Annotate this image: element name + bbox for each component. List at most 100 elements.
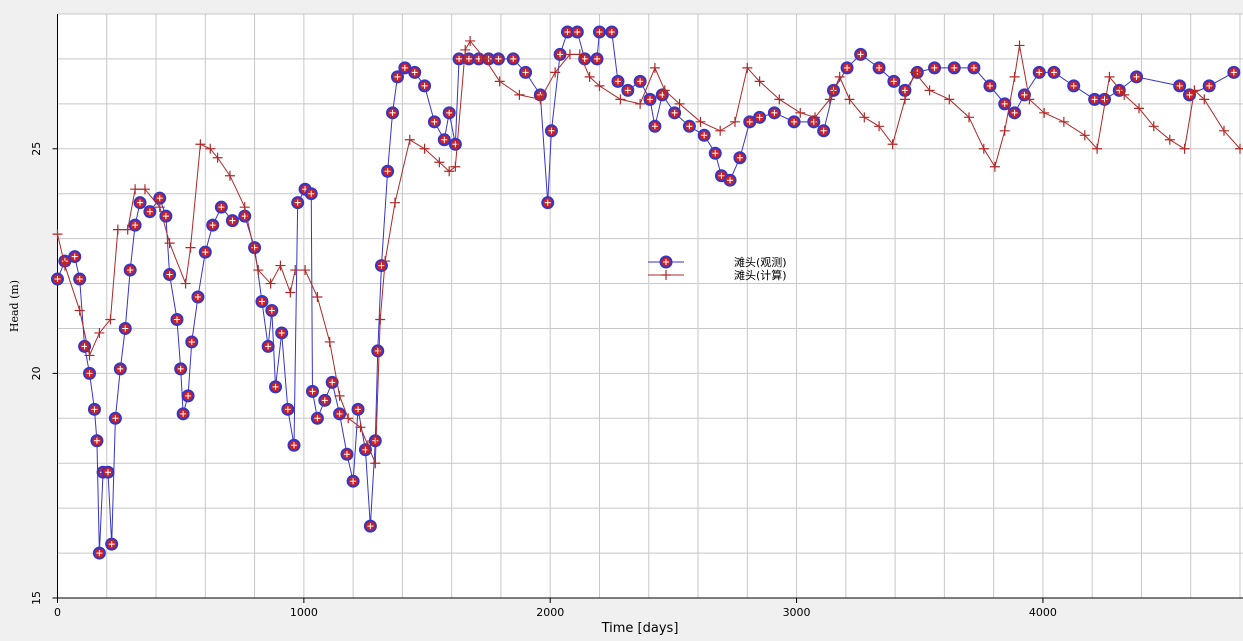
marker — [181, 389, 195, 403]
marker — [174, 362, 188, 376]
marker — [74, 305, 85, 316]
marker-cross — [209, 222, 216, 229]
marker — [983, 79, 997, 93]
marker — [130, 184, 141, 195]
marker-cross — [820, 127, 827, 134]
marker — [238, 209, 252, 223]
marker-cross — [374, 347, 381, 354]
marker — [128, 218, 142, 232]
marker-cross — [671, 109, 678, 116]
marker — [787, 115, 801, 129]
marker-cross — [180, 410, 187, 417]
marker-cross — [548, 127, 555, 134]
marker — [810, 112, 821, 123]
marker — [729, 116, 740, 127]
marker — [185, 242, 196, 253]
marker-cross — [651, 123, 658, 130]
marker — [205, 143, 216, 154]
marker-cross — [291, 442, 297, 449]
marker — [198, 245, 212, 259]
marker-cross — [1206, 82, 1213, 89]
marker — [324, 336, 335, 347]
marker-cross — [218, 204, 225, 211]
marker-cross — [137, 199, 144, 206]
marker-cross — [258, 298, 265, 305]
marker-cross — [146, 208, 153, 215]
marker — [887, 139, 898, 150]
marker — [899, 94, 910, 105]
marker — [506, 52, 520, 66]
marker — [708, 146, 722, 160]
marker-cross — [421, 82, 428, 89]
marker-cross — [663, 259, 669, 265]
marker — [462, 52, 476, 66]
marker — [442, 106, 456, 120]
marker — [195, 139, 206, 150]
marker — [269, 380, 283, 394]
marker — [753, 110, 767, 124]
marker — [795, 107, 806, 118]
marker-cross — [71, 253, 78, 260]
marker — [105, 314, 116, 325]
marker-cross — [411, 69, 418, 76]
marker — [159, 209, 173, 223]
marker-cross — [756, 114, 763, 121]
marker — [465, 35, 476, 46]
marker — [661, 270, 671, 280]
marker — [544, 124, 558, 138]
marker-cross — [1051, 69, 1057, 76]
marker — [368, 434, 382, 448]
marker — [592, 25, 606, 39]
marker — [1235, 143, 1243, 154]
marker-cross — [465, 55, 472, 62]
marker — [444, 166, 455, 177]
marker — [460, 44, 471, 55]
marker — [51, 272, 64, 286]
marker-cross — [736, 154, 743, 161]
x-tick-label: 2000 — [536, 606, 564, 619]
marker — [999, 125, 1010, 136]
marker — [479, 53, 490, 64]
marker — [1079, 130, 1090, 141]
marker — [1024, 94, 1035, 105]
marker — [1130, 70, 1144, 84]
marker — [212, 152, 223, 163]
marker-cross — [229, 217, 236, 224]
marker — [450, 161, 461, 172]
marker — [143, 205, 157, 219]
marker — [180, 278, 191, 289]
marker-cross — [394, 73, 401, 80]
marker — [408, 65, 422, 79]
marker — [418, 79, 432, 93]
marker-cross — [384, 168, 391, 175]
marker — [1189, 85, 1200, 96]
marker-cross — [194, 294, 201, 301]
marker — [363, 519, 377, 533]
marker-cross — [810, 118, 817, 125]
marker-cross — [156, 195, 163, 202]
marker — [255, 295, 269, 309]
marker-cross — [1001, 100, 1008, 107]
marker-cross — [1230, 69, 1237, 76]
marker — [924, 85, 935, 96]
marker — [1179, 143, 1190, 154]
marker-cross — [951, 64, 958, 71]
marker-cross — [614, 78, 621, 85]
marker-cross — [646, 96, 653, 103]
marker-cross — [343, 451, 350, 458]
marker — [334, 390, 345, 401]
marker — [101, 465, 115, 479]
marker — [887, 74, 901, 88]
y-tick-label: 20 — [30, 366, 43, 380]
marker — [355, 422, 366, 433]
marker-cross — [96, 550, 103, 557]
marker — [715, 125, 726, 136]
marker-cross — [791, 118, 798, 125]
marker — [978, 143, 989, 154]
marker-cross — [544, 199, 551, 206]
marker — [375, 314, 386, 325]
marker-cross — [446, 109, 453, 116]
marker — [325, 375, 339, 389]
marker-cross — [1036, 69, 1043, 76]
marker — [807, 115, 821, 129]
